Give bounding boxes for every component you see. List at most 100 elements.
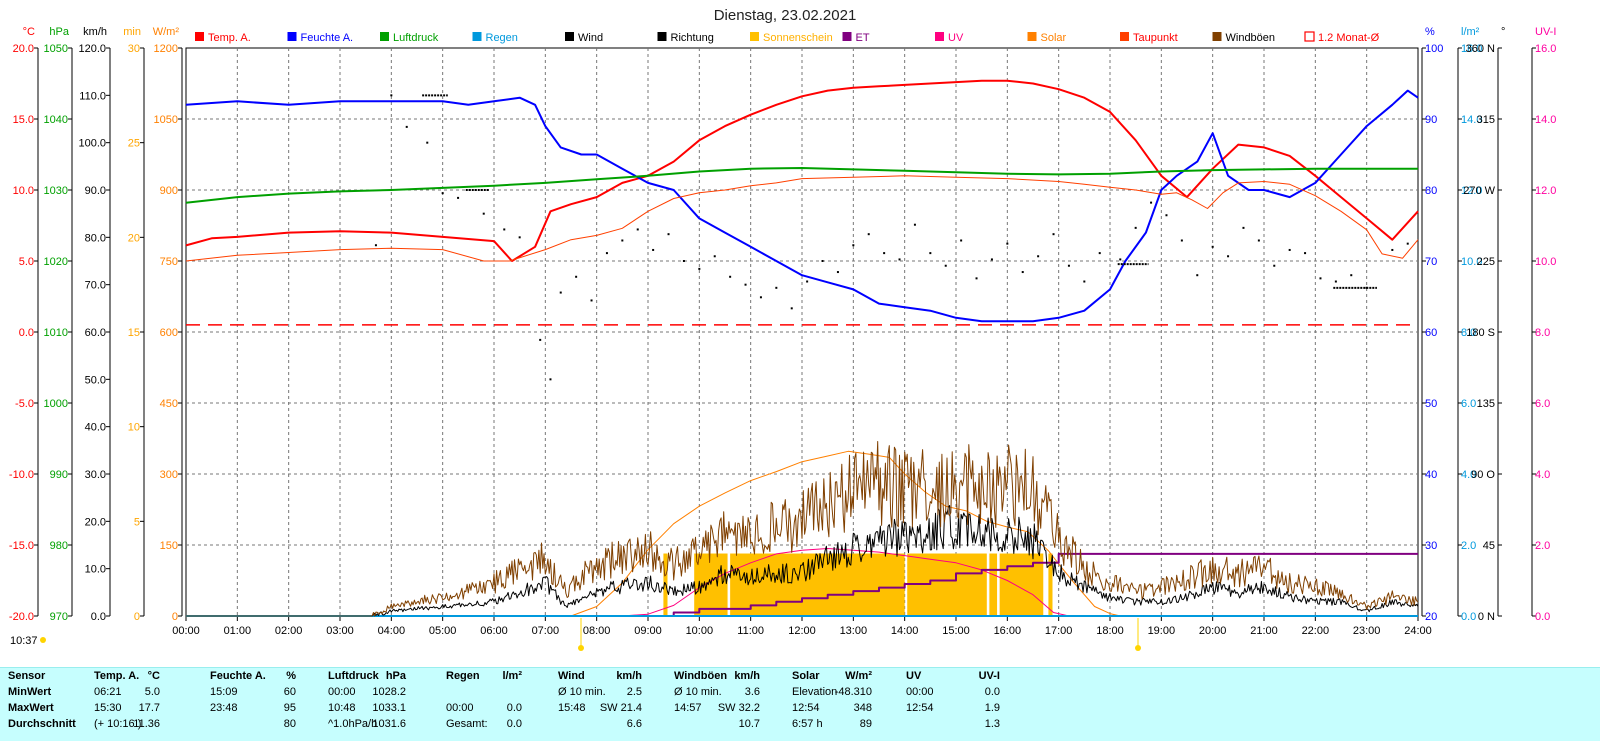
direction-point [1350,274,1353,277]
direction-point [806,280,809,283]
legend-label: Solar [1041,32,1067,44]
right-axis-tick-label: 180 S [1466,327,1495,339]
left-axis-tick-label: 10 [128,422,140,434]
left-axis-tick-label: 1200 [154,43,178,55]
left-axis-unit: W/m² [153,26,180,38]
left-axis-tick-label: 1040 [44,114,68,126]
x-tick-label: 20:00 [1199,625,1227,637]
stats-cell: 1031.6 [372,718,406,730]
right-axis-tick-label: 10.0 [1535,256,1556,268]
direction-point [441,192,444,195]
direction-point [775,286,778,289]
direction-point [1273,264,1276,267]
stats-cell: 06:21 [94,686,122,698]
stats-header-cell: Regen [446,670,480,682]
sunshine-blocks [663,553,1053,616]
direction-point [1196,274,1199,277]
legend-swatch [287,32,297,41]
stats-cell: 00:00 [906,686,934,698]
direction-point [713,255,716,258]
left-axis-tick-label: 15 [128,327,140,339]
direction-point [503,228,506,231]
x-tick-label: 15:00 [942,625,970,637]
stats-cell: 89 [859,718,872,730]
stats-header-cell: Temp. A. [94,670,140,682]
stats-cell: MaxWert [8,702,54,714]
stats-cell: 1.9 [984,702,1000,714]
direction-point [575,275,578,278]
right-axis-tick-label: 20 [1425,611,1437,623]
x-tick-label: 07:00 [532,625,560,637]
direction-point [636,228,639,231]
left-axis-tick-label: 100.0 [78,138,106,150]
stats-cell: SW 21.4 [599,702,642,714]
x-tick-label: 01:00 [224,625,252,637]
left-axis-tick-label: 1050 [44,43,68,55]
right-axis-tick-label: 90 O [1471,469,1495,481]
stats-cell: 17.7 [138,702,160,714]
x-tick-label: 12:00 [788,625,816,637]
direction-point [621,239,624,242]
direction-point [1319,277,1322,280]
stats-cell: 60 [283,686,296,698]
left-axis-tick-label: 15.0 [13,114,34,126]
left-axis-unit: km/h [83,26,107,38]
legend-swatch [565,32,574,41]
left-axis-tick-label: 25 [128,138,140,150]
left-axis-tick-label: 30.0 [85,469,106,481]
direction-point [744,283,747,286]
direction-point [1052,233,1055,236]
x-tick-label: 03:00 [326,625,354,637]
direction-point [539,338,542,341]
left-axis-tick-label: 980 [50,540,68,552]
sunshine-block [663,553,668,616]
stats-header-cell: hPa [385,670,406,682]
series-line-taupunkt [185,175,1419,262]
direction-point [729,275,732,278]
stats-cell: 0.0 [984,686,1000,698]
legend-swatch [1120,32,1129,41]
direction-point [1257,239,1260,242]
stats-header-cell: Feuchte A. [210,670,266,682]
stats-cell: 10.7 [738,718,760,730]
x-tick-label: 05:00 [429,625,457,637]
stats-cell: 6.6 [626,718,642,730]
direction-point [457,196,460,199]
right-axis-tick-label: 4.0 [1535,469,1550,481]
direction-points [374,94,1409,381]
right-axis-unit: % [1425,26,1435,38]
x-tick-label: 08:00 [583,625,611,637]
legend-label: Luftdruck [393,32,439,44]
x-tick-label: 06:00 [480,625,508,637]
direction-point [1083,280,1086,283]
right-axis-tick-label: 8.0 [1535,327,1550,339]
weather-chart: Dienstag, 23.02.2021 00:00 01:00 02:00 03:00… [9,7,1556,651]
left-axis-tick-label: 40.0 [85,422,106,434]
stats-cell: 5.0 [144,686,160,698]
right-axis-tick-label: 6.0 [1535,398,1550,410]
legend-item: Taupunkt [1120,32,1178,44]
right-axis-tick-label: 14.0 [1461,114,1482,126]
grid [186,48,1418,616]
legend-swatch [380,32,389,41]
x-tick-label: 13:00 [840,625,868,637]
stats-cell: (+ 10:16 ) [94,718,142,730]
current-time-label: 10:37 [10,635,38,647]
right-axis-tick-label: 2.0 [1535,540,1550,552]
left-axis-tick-label: 70.0 [85,280,106,292]
stats-cell: SW 32.2 [717,702,760,714]
stats-cell: Ø 10 min. [558,686,606,698]
series-line-luftdruck [185,167,1418,204]
direction-point [549,378,552,381]
right-axis-tick-label: 0.0 [1535,611,1550,623]
right-axis-tick-label: 270 W [1463,185,1495,197]
stats-header-cell: km/h [616,670,642,682]
stats-cell: 12:54 [792,702,820,714]
left-axis-unit: hPa [49,26,69,38]
left-axis-tick-label: 1000 [44,398,68,410]
direction-point [990,258,993,261]
stats-cell: 2.5 [626,686,642,698]
right-axis-tick-label: 4.0 [1461,469,1476,481]
stats-cell: 11.36 [133,718,160,730]
stats-header-cell: l/m² [502,670,522,682]
